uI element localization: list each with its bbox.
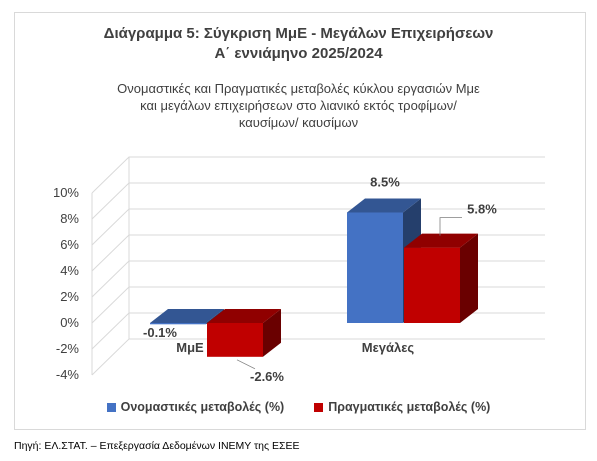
chart-frame	[14, 12, 586, 430]
y-tick-label: -4%	[56, 367, 80, 382]
bar-side-0-1	[263, 309, 281, 357]
bar-front-0-1	[207, 323, 263, 357]
y-tick-label: 10%	[53, 185, 79, 200]
data-label: 8.5%	[370, 175, 400, 190]
legend-label-real: Πραγματικές μεταβολές (%)	[328, 400, 491, 414]
chart-subtitle-line2: και μεγάλων επιχειρήσεων στο λιανικό εκτ…	[140, 98, 457, 113]
legend-label-nominal: Ονομαστικές μεταβολές (%)	[120, 400, 285, 414]
chart-title-line2: Α΄ εννιάμηνο 2025/2024	[214, 45, 383, 62]
legend-item-real: Πραγματικές μεταβολές (%)	[314, 400, 490, 414]
legend: Ονομαστικές μεταβολές (%) Πραγματικές με…	[0, 400, 597, 414]
bar-side-1-1	[460, 233, 478, 323]
chart-subtitle-line3: καυσίμων/ καυσίμων	[238, 115, 359, 130]
chart-subtitle: Ονομαστικές και Πραγματικές μεταβολές κύ…	[0, 80, 597, 131]
chart-subtitle-line1: Ονομαστικές και Πραγματικές μεταβολές κύ…	[117, 81, 480, 96]
legend-swatch-real	[314, 402, 324, 412]
bar-top-0-0	[150, 309, 224, 323]
gridline-7	[91, 338, 545, 376]
bar-top-0-1	[207, 309, 281, 323]
bar-top-1-1	[404, 233, 478, 248]
category-label: ΜμΕ	[176, 340, 204, 355]
leader-line	[236, 359, 256, 370]
gridline-0	[91, 156, 545, 194]
category-label: Μεγάλες	[362, 340, 415, 355]
y-tick-label: 2%	[60, 289, 79, 304]
y-tick-label: -2%	[56, 341, 80, 356]
source-note: Πηγή: ΕΛ.ΣΤΑΤ. – Επεξεργασία Δεδομένων Ι…	[14, 440, 300, 452]
leader-line	[439, 217, 462, 236]
y-tick-label: 6%	[60, 237, 79, 252]
bar-top-1-0	[347, 198, 421, 213]
y-tick-label: 4%	[60, 263, 79, 278]
chart-title-line1: Διάγραμμα 5: Σύγκριση ΜμΕ - Μεγάλων Επιχ…	[103, 25, 494, 42]
bar-front-0-0	[150, 323, 206, 325]
bar-front-1-1	[404, 247, 460, 323]
y-tick-label: 0%	[60, 315, 79, 330]
bar-front-1-0	[347, 212, 403, 323]
data-label: -0.1%	[143, 325, 177, 340]
data-label: -2.6%	[250, 369, 284, 384]
legend-item-nominal: Ονομαστικές μεταβολές (%)	[106, 400, 285, 414]
y-tick-label: 8%	[60, 211, 79, 226]
data-label: 5.8%	[467, 202, 497, 217]
chart-title: Διάγραμμα 5: Σύγκριση ΜμΕ - Μεγάλων Επιχ…	[0, 24, 597, 64]
legend-swatch-nominal	[106, 402, 116, 412]
